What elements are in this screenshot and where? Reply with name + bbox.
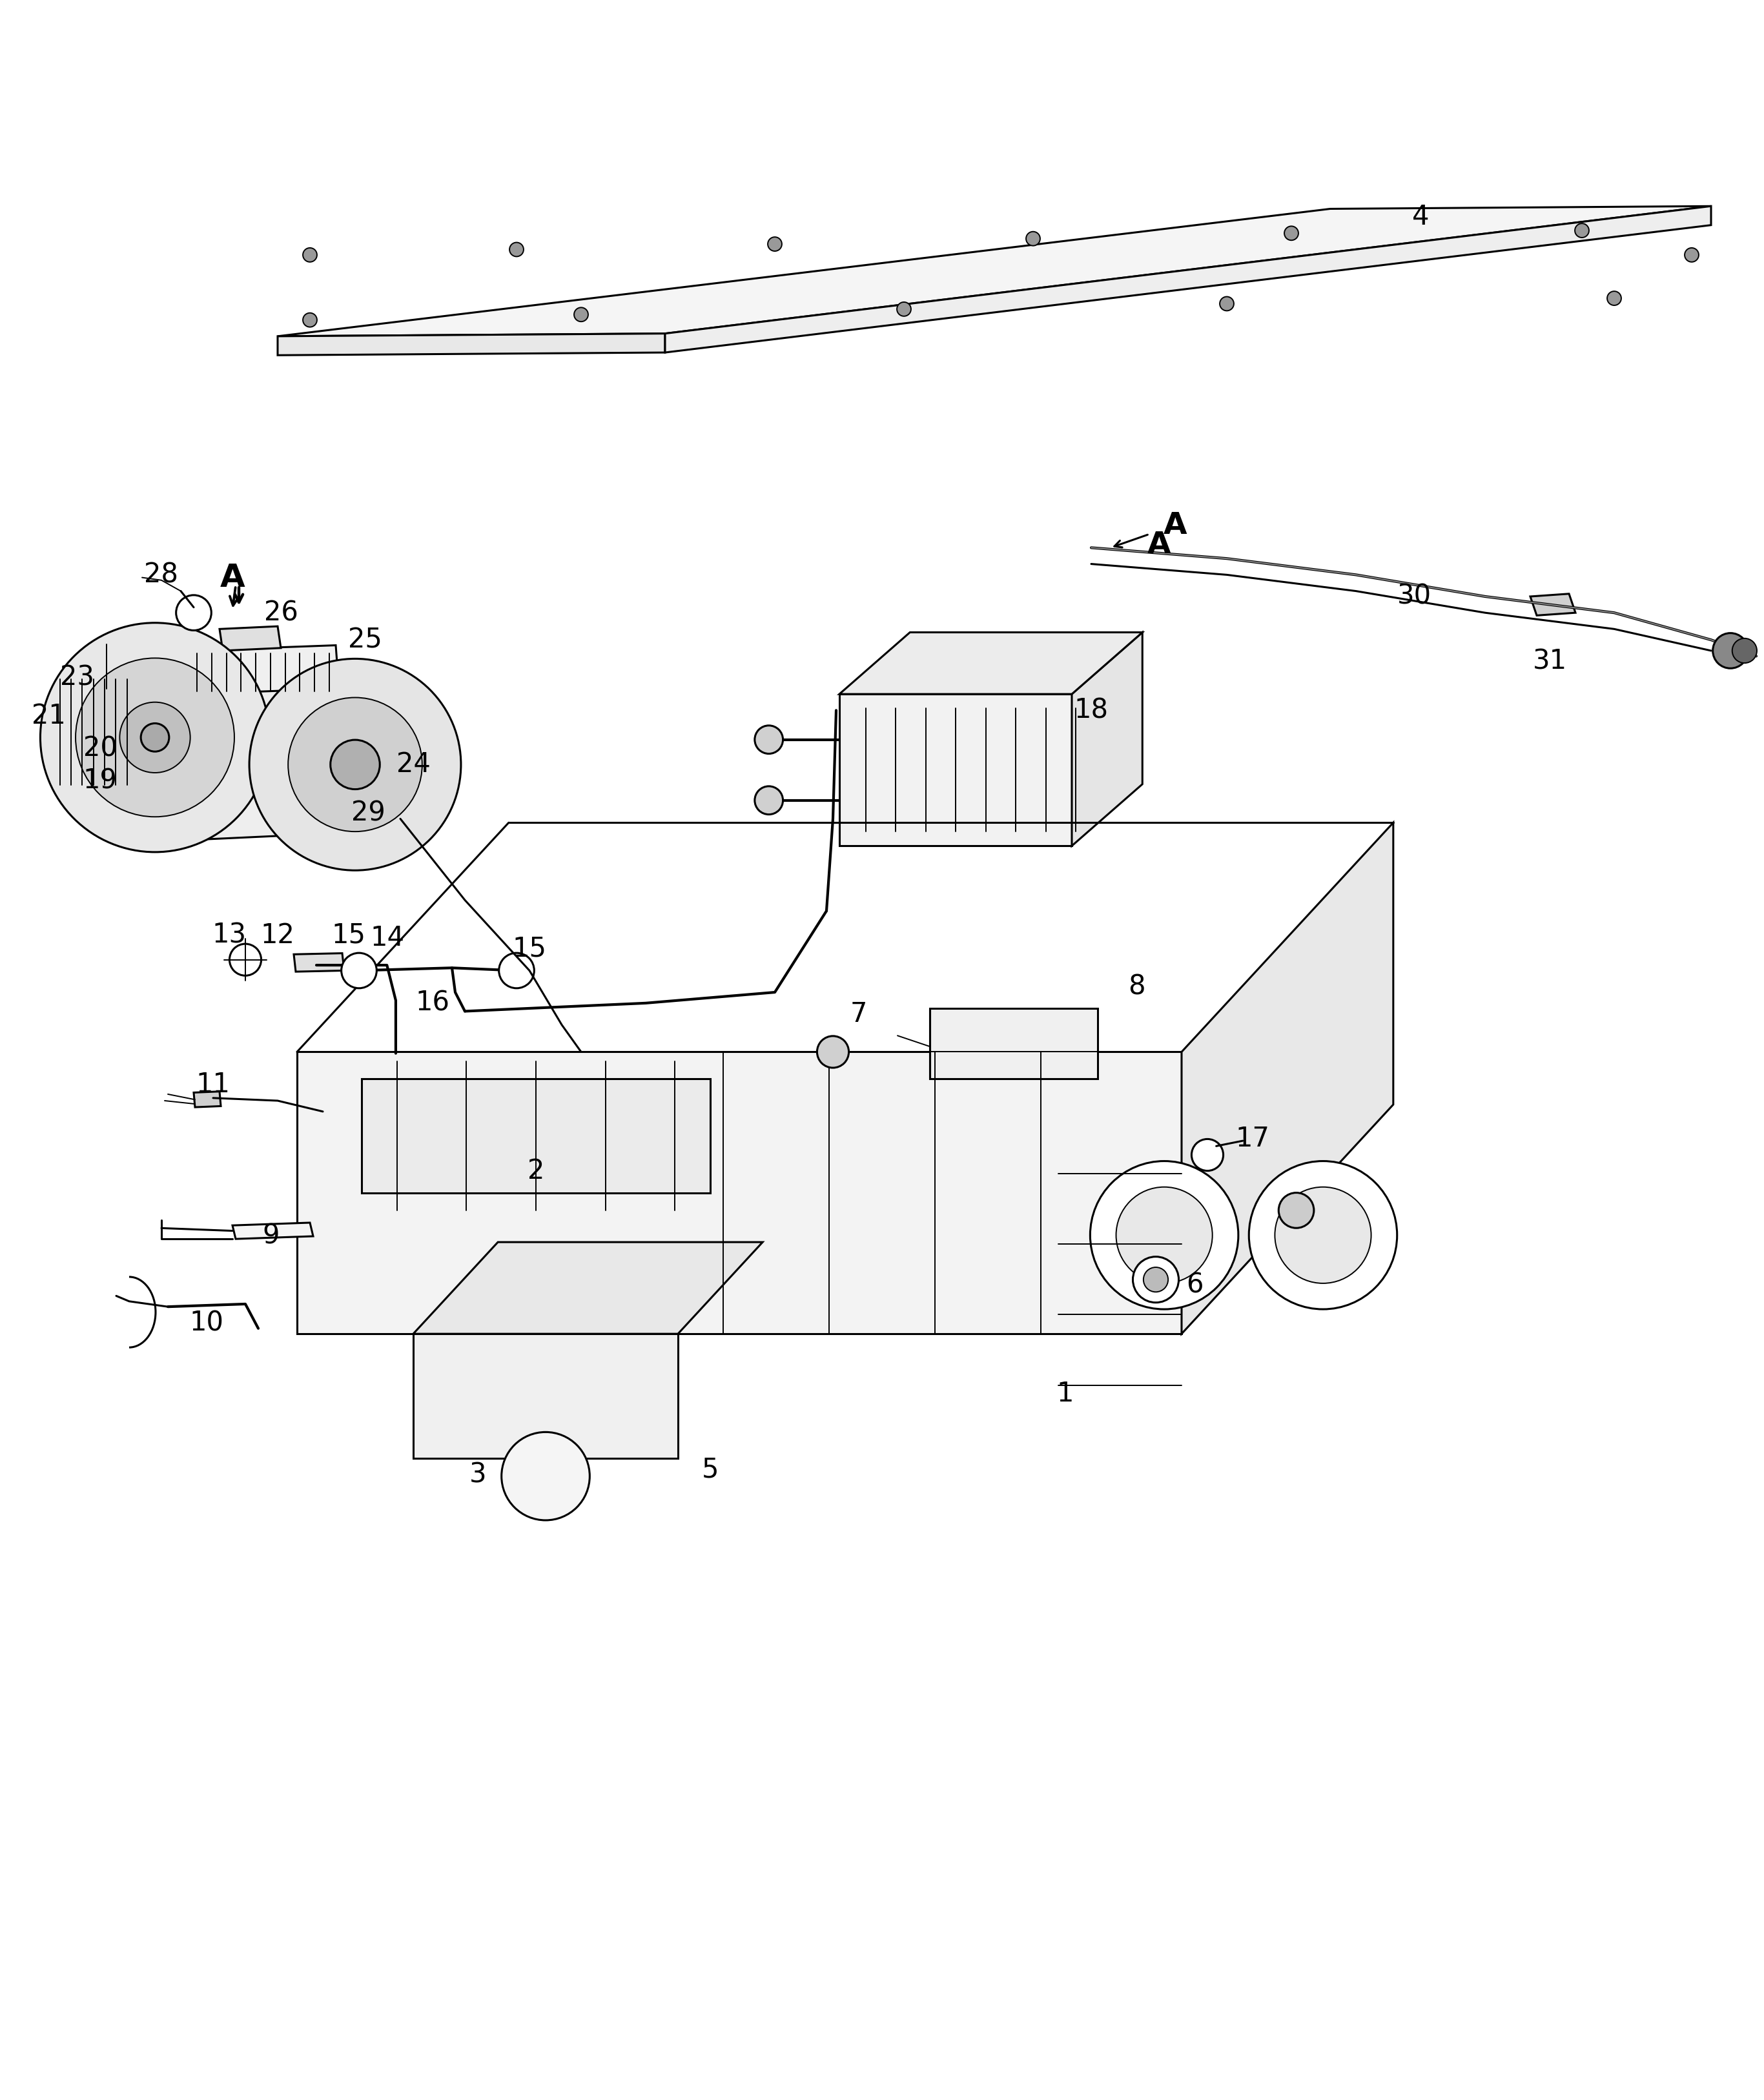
Text: 21: 21 bbox=[32, 701, 65, 729]
Circle shape bbox=[1090, 1161, 1238, 1308]
Text: 31: 31 bbox=[1533, 649, 1566, 674]
Circle shape bbox=[303, 313, 318, 328]
Circle shape bbox=[1575, 223, 1589, 237]
Text: 25: 25 bbox=[348, 626, 381, 653]
Text: A: A bbox=[1162, 512, 1187, 540]
Text: 26: 26 bbox=[265, 598, 298, 626]
Text: 10: 10 bbox=[189, 1310, 224, 1336]
Circle shape bbox=[120, 701, 191, 773]
Polygon shape bbox=[413, 1334, 677, 1460]
Circle shape bbox=[176, 594, 212, 630]
Text: 7: 7 bbox=[850, 1000, 868, 1027]
Polygon shape bbox=[840, 695, 1073, 846]
Circle shape bbox=[501, 1432, 589, 1520]
Circle shape bbox=[767, 237, 781, 252]
Text: 18: 18 bbox=[1074, 697, 1108, 724]
Circle shape bbox=[896, 302, 910, 317]
Polygon shape bbox=[187, 645, 339, 695]
Circle shape bbox=[303, 248, 318, 262]
Circle shape bbox=[1284, 227, 1298, 239]
Circle shape bbox=[288, 697, 422, 832]
Text: 11: 11 bbox=[196, 1071, 229, 1098]
Circle shape bbox=[330, 739, 379, 790]
Polygon shape bbox=[1529, 594, 1575, 615]
Polygon shape bbox=[277, 334, 665, 355]
Text: 28: 28 bbox=[145, 561, 178, 588]
Circle shape bbox=[1607, 292, 1621, 304]
Text: 8: 8 bbox=[1127, 972, 1145, 1000]
Text: 24: 24 bbox=[397, 752, 430, 779]
Circle shape bbox=[1132, 1256, 1178, 1302]
Circle shape bbox=[342, 953, 377, 989]
Circle shape bbox=[1713, 632, 1748, 668]
Circle shape bbox=[1275, 1186, 1371, 1283]
Text: 20: 20 bbox=[83, 735, 116, 762]
Circle shape bbox=[1027, 231, 1041, 246]
Text: 29: 29 bbox=[351, 800, 385, 827]
Polygon shape bbox=[665, 206, 1711, 353]
Circle shape bbox=[1249, 1161, 1397, 1308]
Polygon shape bbox=[295, 953, 344, 972]
Polygon shape bbox=[175, 678, 413, 840]
Circle shape bbox=[1685, 248, 1699, 262]
Circle shape bbox=[510, 242, 524, 256]
Polygon shape bbox=[1073, 632, 1143, 846]
Circle shape bbox=[249, 659, 460, 869]
Polygon shape bbox=[219, 626, 280, 651]
Circle shape bbox=[817, 1035, 848, 1067]
Circle shape bbox=[499, 953, 534, 989]
Polygon shape bbox=[1182, 823, 1394, 1334]
Circle shape bbox=[755, 724, 783, 754]
Circle shape bbox=[229, 943, 261, 976]
Text: 15: 15 bbox=[512, 935, 547, 962]
Text: 5: 5 bbox=[702, 1455, 718, 1483]
Text: 3: 3 bbox=[469, 1462, 487, 1489]
Polygon shape bbox=[46, 710, 129, 760]
Polygon shape bbox=[233, 1222, 314, 1239]
Text: 30: 30 bbox=[1397, 584, 1431, 609]
Polygon shape bbox=[183, 601, 203, 613]
Circle shape bbox=[1219, 296, 1233, 311]
Polygon shape bbox=[277, 206, 1711, 336]
Text: 16: 16 bbox=[416, 989, 450, 1016]
Text: 6: 6 bbox=[1185, 1270, 1203, 1298]
Polygon shape bbox=[362, 1079, 711, 1193]
Circle shape bbox=[1143, 1266, 1168, 1292]
Text: 23: 23 bbox=[60, 664, 95, 691]
Text: 1: 1 bbox=[1057, 1380, 1074, 1407]
Circle shape bbox=[1732, 638, 1757, 664]
Text: A: A bbox=[221, 563, 245, 592]
Polygon shape bbox=[413, 1241, 762, 1334]
Circle shape bbox=[1191, 1138, 1222, 1172]
Text: 4: 4 bbox=[1411, 204, 1429, 231]
Text: 9: 9 bbox=[263, 1222, 280, 1250]
Text: A: A bbox=[1147, 531, 1171, 559]
Text: 12: 12 bbox=[261, 922, 295, 949]
Text: 14: 14 bbox=[370, 924, 404, 951]
Polygon shape bbox=[840, 632, 1143, 695]
Text: 19: 19 bbox=[83, 766, 116, 794]
Text: 15: 15 bbox=[332, 922, 365, 949]
Text: 13: 13 bbox=[212, 922, 247, 949]
Polygon shape bbox=[194, 1092, 221, 1107]
Polygon shape bbox=[930, 1008, 1097, 1079]
Polygon shape bbox=[93, 687, 127, 714]
Circle shape bbox=[755, 785, 783, 815]
Circle shape bbox=[573, 307, 587, 321]
Circle shape bbox=[1117, 1186, 1212, 1283]
Text: 17: 17 bbox=[1235, 1126, 1270, 1153]
Circle shape bbox=[41, 624, 270, 853]
Circle shape bbox=[141, 722, 169, 752]
Polygon shape bbox=[296, 1052, 1182, 1333]
Circle shape bbox=[76, 657, 235, 817]
Circle shape bbox=[1279, 1193, 1314, 1228]
Text: 2: 2 bbox=[527, 1157, 545, 1184]
